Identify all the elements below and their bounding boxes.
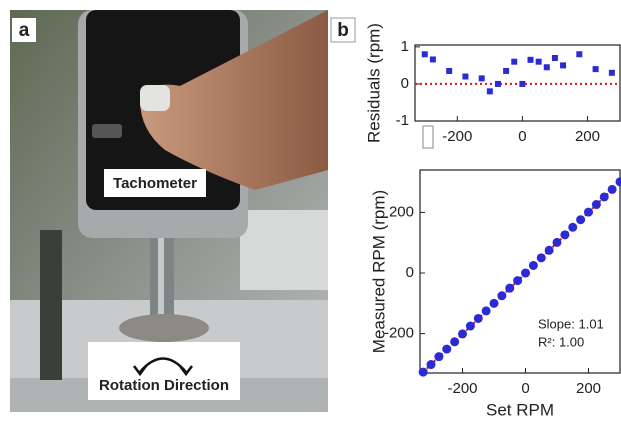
legend-box <box>422 125 434 149</box>
point <box>481 306 491 316</box>
point <box>552 237 562 247</box>
point <box>511 58 518 65</box>
point <box>576 51 583 58</box>
y-tick-label: -200 <box>384 325 414 342</box>
point <box>489 298 499 308</box>
point <box>442 344 452 354</box>
point <box>560 230 570 240</box>
point <box>591 200 601 210</box>
x-tick-label: -200 <box>442 128 472 145</box>
point <box>426 360 436 370</box>
point <box>473 313 483 323</box>
point <box>450 337 460 347</box>
annotation: Slope: 1.01 <box>538 316 604 331</box>
point <box>429 56 436 63</box>
panel-label-box <box>330 17 356 43</box>
point <box>584 207 594 217</box>
shaft-highlight <box>158 230 164 325</box>
disk <box>119 314 209 342</box>
point <box>494 80 501 87</box>
y-tick-label: 0 <box>401 75 409 92</box>
point <box>615 177 621 187</box>
annotation: R²: 1.00 <box>538 334 584 349</box>
points <box>421 51 615 95</box>
y-tick-label: 1 <box>401 38 409 55</box>
point <box>421 51 428 58</box>
point <box>608 69 615 76</box>
points <box>418 177 621 377</box>
point <box>497 291 507 301</box>
point <box>462 73 469 80</box>
point <box>465 321 475 331</box>
photo-annotation: Tachometer <box>113 175 197 192</box>
point <box>599 192 609 202</box>
x-tick-label: -200 <box>448 380 478 397</box>
panel-label: a <box>19 20 30 41</box>
label-box <box>104 169 206 197</box>
point <box>607 184 617 194</box>
point <box>519 80 526 87</box>
point <box>544 245 554 255</box>
slot <box>40 230 62 380</box>
point <box>418 367 428 377</box>
point <box>503 67 510 74</box>
point <box>505 283 515 293</box>
label-box <box>88 342 240 400</box>
photo: a Tachometer Rotation Direction <box>10 10 328 412</box>
x-tick-label: 200 <box>575 128 600 145</box>
hand <box>140 10 328 190</box>
point <box>551 54 558 61</box>
panel-label: b <box>337 20 349 41</box>
point <box>536 253 546 263</box>
x-tick-label: 0 <box>521 380 529 397</box>
point <box>434 352 444 362</box>
y-axis-label: Residuals (rpm) <box>364 23 383 143</box>
button <box>92 124 122 138</box>
arrow-heads <box>133 365 193 377</box>
point <box>486 88 493 95</box>
y-axis-label: Measured RPM (rpm) <box>369 190 388 353</box>
point <box>478 75 485 82</box>
point <box>592 66 599 73</box>
point <box>560 62 567 69</box>
point <box>576 215 586 225</box>
point <box>535 58 542 65</box>
x-tick-label: 0 <box>518 128 526 145</box>
y-tick-label: -1 <box>396 112 409 129</box>
panel-label-box <box>12 18 36 42</box>
trigger <box>140 85 170 111</box>
point <box>568 222 578 232</box>
point <box>527 56 534 63</box>
block <box>240 210 328 290</box>
point <box>528 260 538 270</box>
photo-annotation: Rotation Direction <box>99 377 229 394</box>
point <box>543 64 550 71</box>
x-axis-label: Set RPM <box>486 400 554 419</box>
plot-frame <box>419 169 621 374</box>
point <box>521 268 531 278</box>
x-tick-label: 200 <box>576 380 601 397</box>
y-tick-label: 200 <box>389 203 414 220</box>
point <box>513 276 523 286</box>
point <box>446 67 453 74</box>
point <box>458 329 468 339</box>
y-tick-label: 0 <box>406 264 414 281</box>
